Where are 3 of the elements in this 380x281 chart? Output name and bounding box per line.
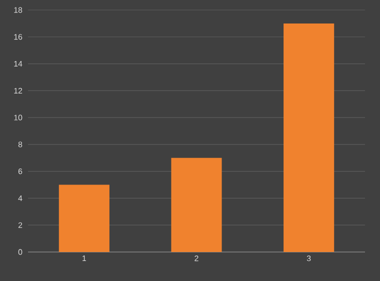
bar <box>284 23 334 252</box>
bar <box>171 158 222 252</box>
bar <box>58 184 110 252</box>
